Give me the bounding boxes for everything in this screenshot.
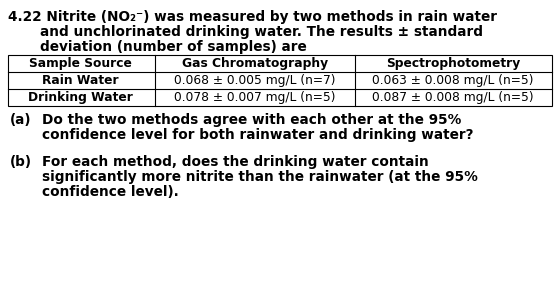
Text: Gas Chromatography: Gas Chromatography <box>182 57 328 70</box>
Text: confidence level for both rainwater and drinking water?: confidence level for both rainwater and … <box>42 128 474 142</box>
Text: 0.087 ± 0.008 mg/L (n=5): 0.087 ± 0.008 mg/L (n=5) <box>372 91 534 104</box>
Bar <box>8 55 552 106</box>
Text: significantly more nitrite than the rainwater (at the 95%: significantly more nitrite than the rain… <box>42 170 478 184</box>
Text: 0.063 ± 0.008 mg/L (n=5): 0.063 ± 0.008 mg/L (n=5) <box>372 74 534 87</box>
Text: Sample Source: Sample Source <box>29 57 132 70</box>
Text: Rain Water: Rain Water <box>41 74 118 87</box>
Text: confidence level).: confidence level). <box>42 185 179 199</box>
Text: deviation (number of samples) are: deviation (number of samples) are <box>40 40 307 54</box>
Text: For each method, does the drinking water contain: For each method, does the drinking water… <box>42 155 429 169</box>
Text: Spectrophotometry: Spectrophotometry <box>386 57 520 70</box>
Text: (a): (a) <box>10 113 31 127</box>
Text: (b): (b) <box>10 155 32 169</box>
Text: and unchlorinated drinking water. The results ± standard: and unchlorinated drinking water. The re… <box>40 25 483 39</box>
Text: 4.22 Nitrite (NO₂⁻) was measured by two methods in rain water: 4.22 Nitrite (NO₂⁻) was measured by two … <box>8 10 497 24</box>
Text: Drinking Water: Drinking Water <box>27 91 132 104</box>
Text: Do the two methods agree with each other at the 95%: Do the two methods agree with each other… <box>42 113 461 127</box>
Text: 0.078 ± 0.007 mg/L (n=5): 0.078 ± 0.007 mg/L (n=5) <box>174 91 336 104</box>
Text: 0.068 ± 0.005 mg/L (n=7): 0.068 ± 0.005 mg/L (n=7) <box>174 74 336 87</box>
